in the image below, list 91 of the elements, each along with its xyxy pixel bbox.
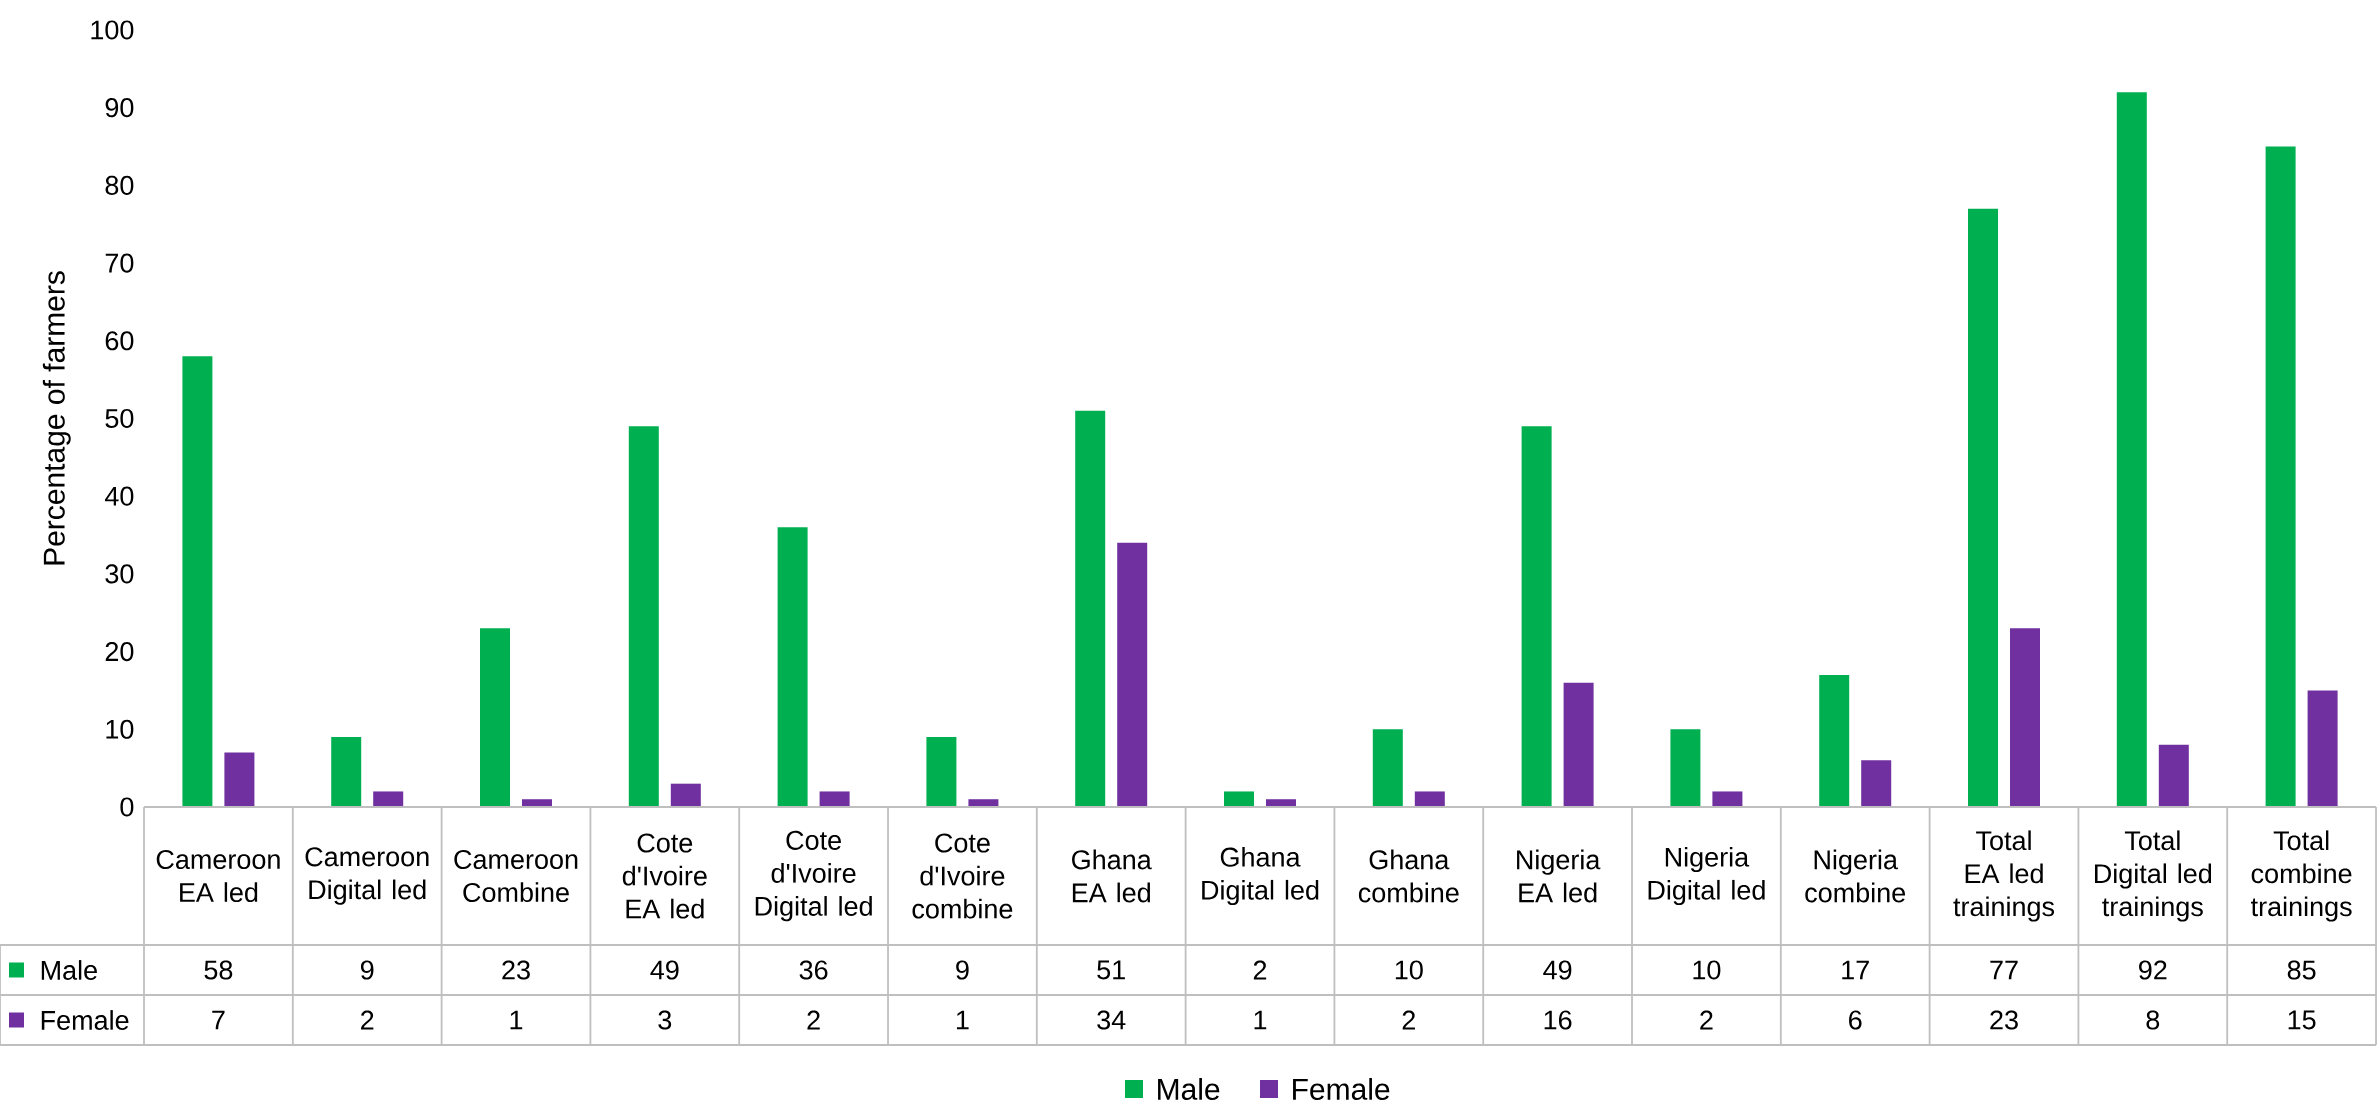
y-tick-label: 100 xyxy=(91,20,134,40)
y-tick-label: 0 xyxy=(120,797,134,817)
y-tick-label: 30 xyxy=(105,564,134,584)
data-label: 17 xyxy=(1842,960,1869,980)
data-label: 77 xyxy=(1990,960,2018,980)
bar xyxy=(777,527,808,807)
data-label: 34 xyxy=(1097,1010,1126,1030)
data-label: 16 xyxy=(1544,1010,1572,1030)
x-tick-label: Cameroon EA led xyxy=(156,849,280,903)
legend-label: Female xyxy=(41,1010,129,1030)
x-tick-label: Cote d'Ivoire Digital led xyxy=(755,830,872,922)
x-tick-label: Nigeria combine xyxy=(1805,849,1906,903)
y-tick-label: 90 xyxy=(105,98,134,118)
data-label: 7 xyxy=(212,1010,225,1030)
x-tick-label: Ghana combine xyxy=(1358,849,1459,903)
bar xyxy=(1819,674,1850,807)
data-label: 23 xyxy=(502,960,530,980)
bar xyxy=(1117,542,1148,807)
y-tick-label: 80 xyxy=(105,175,134,195)
data-label: 15 xyxy=(2288,1010,2316,1030)
data-label: 2 xyxy=(1253,960,1267,980)
bar xyxy=(1712,791,1743,807)
bar xyxy=(182,356,213,807)
x-tick-label: Total Digital led trainings xyxy=(2095,830,2212,922)
data-label: 10 xyxy=(1693,960,1721,980)
data-label: 23 xyxy=(1990,1010,2018,1030)
data-label: 2 xyxy=(1700,1010,1713,1030)
data-label: 1 xyxy=(1254,1010,1267,1030)
bar xyxy=(1414,791,1445,807)
data-label: 85 xyxy=(2287,960,2316,980)
x-tick-label: Cameroon Combine xyxy=(454,849,578,903)
x-tick-label: Total EA led trainings xyxy=(1953,830,2055,922)
bar xyxy=(522,799,552,807)
x-tick-label: Ghana Digital led xyxy=(1202,846,1319,906)
data-label: 92 xyxy=(2139,960,2167,980)
bar xyxy=(480,628,511,807)
x-tick-label: Nigeria Digital led xyxy=(1648,846,1765,906)
bar xyxy=(1861,760,1892,807)
data-label: 2 xyxy=(1402,1010,1415,1030)
bar xyxy=(1075,410,1106,807)
y-axis-title: Percentage of farmers xyxy=(42,271,71,565)
bar xyxy=(1372,729,1403,807)
data-label: 6 xyxy=(1849,1010,1862,1030)
y-tick-label: 60 xyxy=(105,331,134,351)
y-tick-label: 40 xyxy=(104,486,134,506)
bar xyxy=(1670,729,1701,807)
data-label: 2 xyxy=(361,1010,374,1030)
bar xyxy=(926,737,957,807)
bar xyxy=(2307,690,2338,807)
y-tick-label: 20 xyxy=(105,642,134,662)
bar xyxy=(2010,628,2040,807)
bar xyxy=(628,426,659,807)
data-label: 1 xyxy=(956,1010,969,1030)
bar xyxy=(968,799,999,807)
data-label: 9 xyxy=(360,960,374,980)
data-label: 2 xyxy=(807,1010,820,1030)
bar xyxy=(670,783,701,807)
text: Male xyxy=(1158,1077,1220,1100)
x-tick-label: Cote d'Ivoire combine xyxy=(912,833,1013,919)
bar xyxy=(373,791,404,807)
y-tick-label: 70 xyxy=(105,253,134,273)
data-label: 49 xyxy=(650,960,679,980)
data-label: 49 xyxy=(1543,960,1572,980)
bar xyxy=(1563,682,1594,807)
data-label: 9 xyxy=(956,960,969,980)
y-tick-label: 10 xyxy=(106,719,134,739)
data-label: 10 xyxy=(1395,960,1423,980)
data-label: 36 xyxy=(799,960,828,980)
bar xyxy=(1968,208,1999,807)
bar xyxy=(331,737,362,807)
data-label: 58 xyxy=(204,960,233,980)
text: Female xyxy=(1293,1077,1390,1100)
bar xyxy=(819,791,850,807)
x-tick-label: Ghana EA led xyxy=(1072,849,1152,903)
x-tick-label: Total combine trainings xyxy=(2251,830,2352,922)
bar xyxy=(1224,791,1254,807)
data-label: 51 xyxy=(1097,960,1125,980)
data-label: 8 xyxy=(2146,1010,2160,1030)
x-tick-label: Cameroon Digital led xyxy=(305,847,429,905)
x-tick-label: Cote d'Ivoire EA led xyxy=(622,833,707,919)
y-tick-label: 50 xyxy=(105,408,134,429)
bar xyxy=(1266,799,1297,807)
bar xyxy=(2116,92,2147,807)
bar xyxy=(1521,426,1552,807)
legend-label: Male xyxy=(41,960,97,980)
bar xyxy=(224,752,255,807)
data-label: 3 xyxy=(658,1010,672,1030)
bar xyxy=(2158,744,2189,807)
data-label: 1 xyxy=(510,1010,523,1030)
bar xyxy=(2265,146,2296,807)
x-tick-label: Nigeria EA led xyxy=(1517,849,1601,903)
